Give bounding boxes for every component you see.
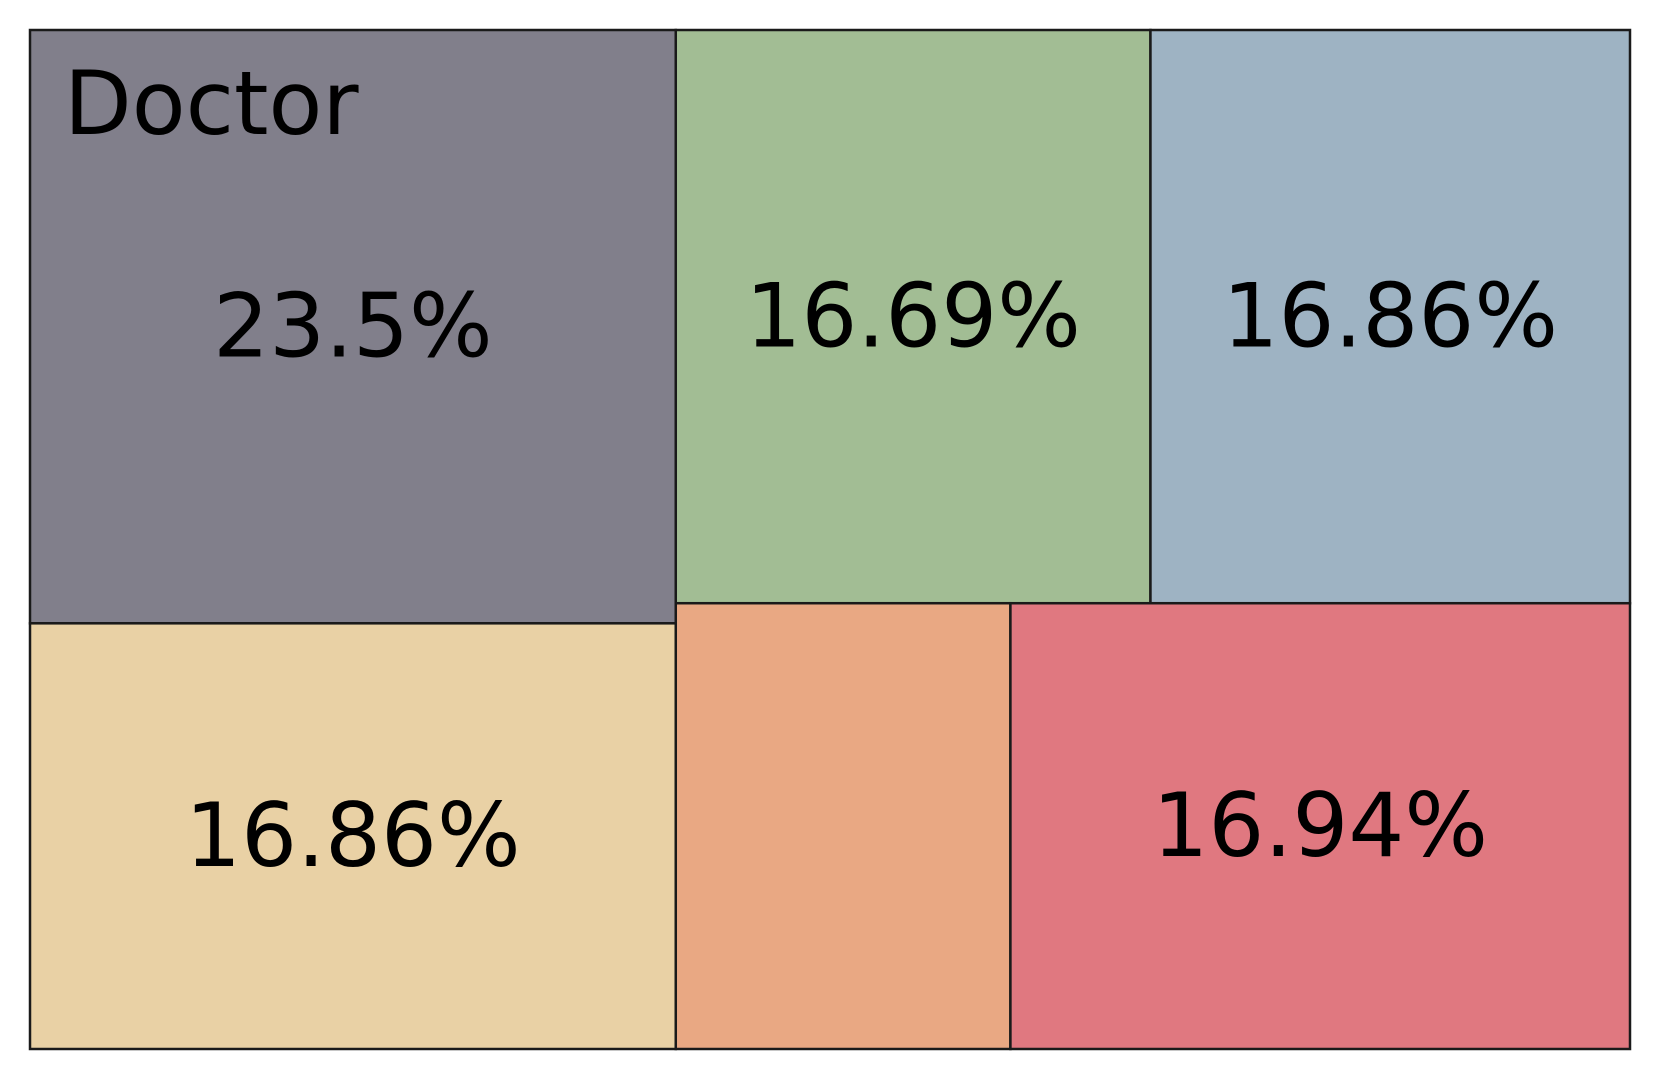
value-label: 16.86%: [185, 784, 521, 887]
treemap-cell: [1149, 28, 1632, 605]
treemap-cell: [1009, 601, 1632, 1051]
value-label: 16.69%: [745, 265, 1081, 368]
value-label: 23.5%: [213, 275, 493, 378]
treemap-cell: [674, 601, 1012, 1051]
treemap-cell: [674, 28, 1152, 605]
value-label: 16.86%: [1222, 265, 1558, 368]
value-label: 16.94%: [1152, 774, 1488, 877]
treemap-cell: [28, 622, 678, 1051]
treemap-cell: [28, 28, 678, 625]
category-label: Doctor: [64, 52, 359, 155]
